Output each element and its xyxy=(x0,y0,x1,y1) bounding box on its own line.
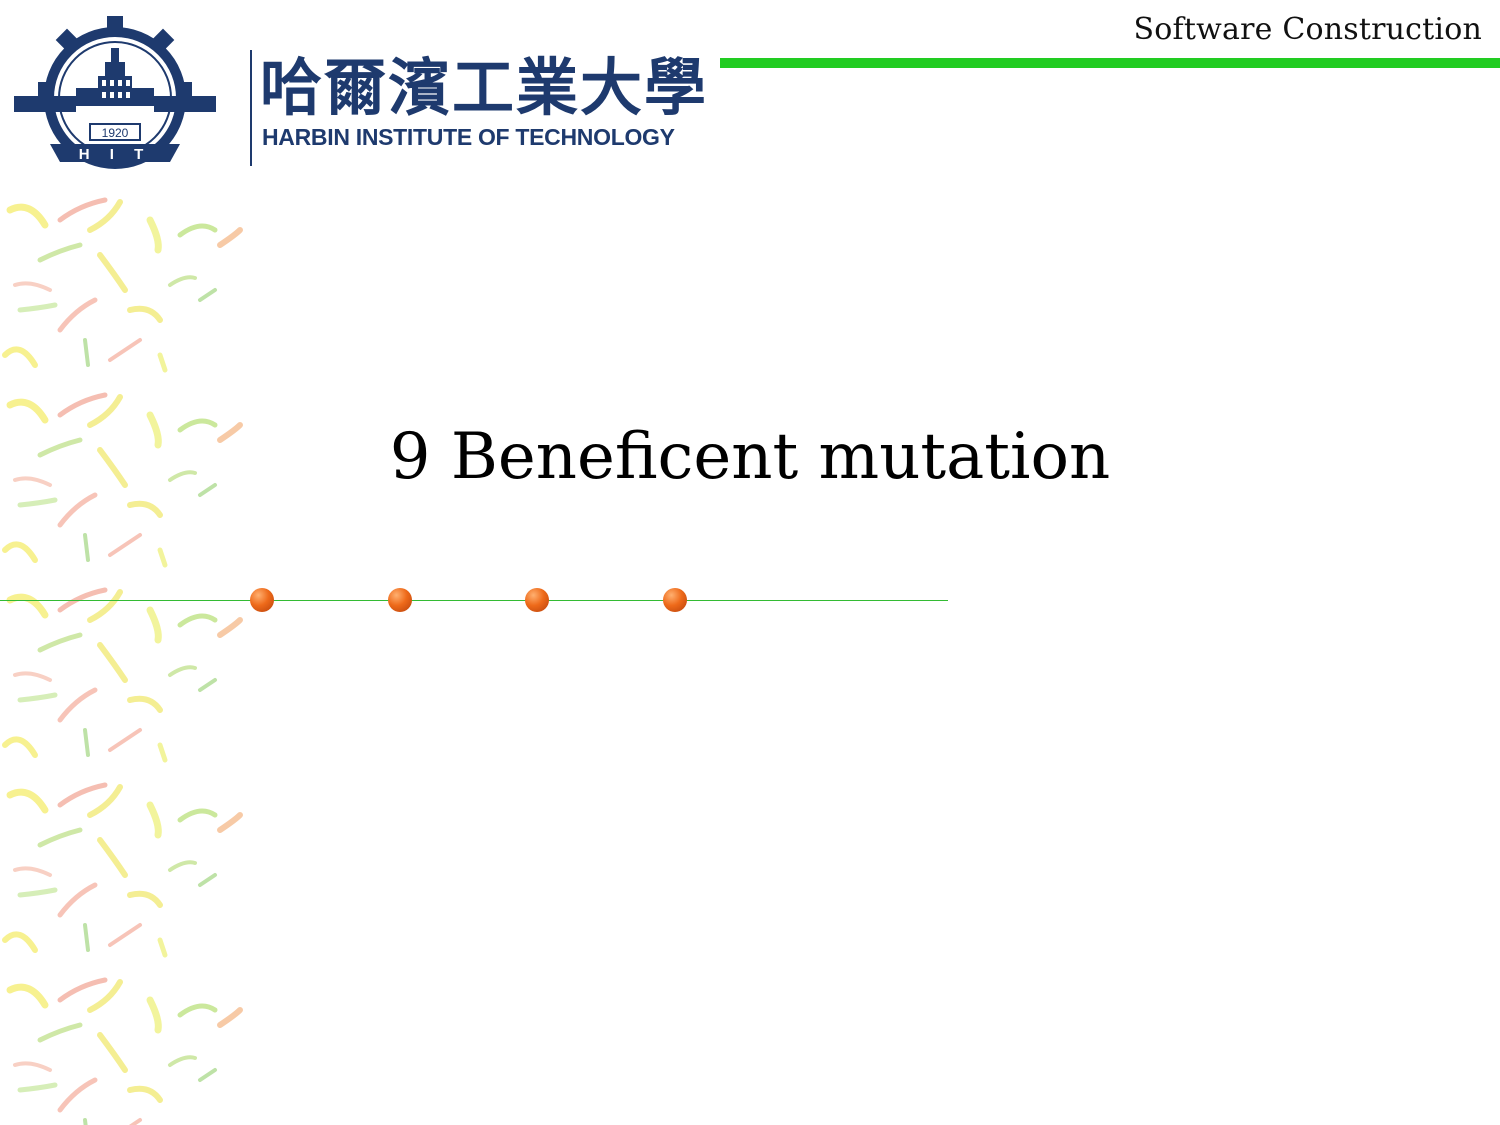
logo-divider xyxy=(250,50,252,166)
divider-dot xyxy=(663,588,687,612)
header-rule xyxy=(720,58,1500,68)
university-name-english: HARBIN INSTITUTE OF TECHNOLOGY xyxy=(262,124,675,150)
hit-emblem-icon: 1920 H I T xyxy=(14,16,216,169)
leaf-pattern-decoration xyxy=(0,190,270,1125)
title-divider-line xyxy=(0,600,948,601)
emblem-letters: H I T xyxy=(79,146,152,163)
university-name-chinese: 哈爾濱工業大學 xyxy=(260,51,709,124)
course-title: Software Construction xyxy=(1133,12,1482,47)
divider-dot xyxy=(388,588,412,612)
slide-title: 9 Beneficent mutation xyxy=(389,420,1111,494)
divider-dot xyxy=(250,588,274,612)
university-logo: 1920 H I T 哈爾濱工業大學 HARBIN INSTITUTE OF T… xyxy=(10,10,710,180)
divider-dot xyxy=(525,588,549,612)
emblem-year: 1920 xyxy=(102,126,129,140)
